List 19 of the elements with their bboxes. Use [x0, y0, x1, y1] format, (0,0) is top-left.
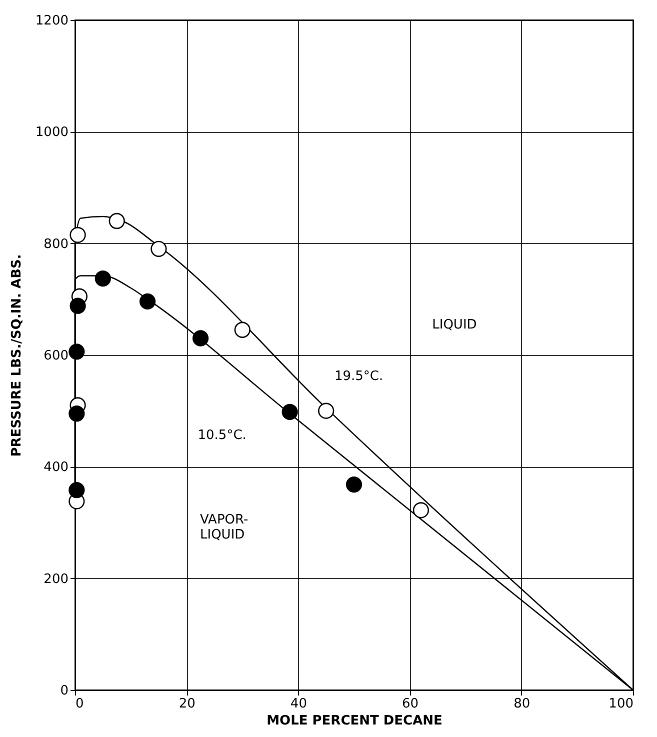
- annotation: 10.5°C.: [198, 428, 246, 443]
- x-tick-label: 60: [402, 696, 419, 712]
- x-tick-label: 0: [76, 696, 84, 712]
- annotation: 19.5°C.: [334, 369, 384, 384]
- y-tick-label: 400: [44, 460, 68, 476]
- x-tick-label: 80: [514, 696, 530, 712]
- y-tick-label: 1200: [35, 14, 68, 28]
- x-tick-label: 20: [178, 696, 196, 712]
- y-tick-label: 0: [60, 684, 68, 698]
- annotation: LIQUID: [432, 317, 477, 332]
- x-tick-label: 40: [290, 696, 307, 712]
- x-axis-title: MOLE PERCENT DECANE: [266, 714, 442, 728]
- y-tick-label: 200: [44, 572, 68, 587]
- y-tick-label: 800: [44, 236, 68, 252]
- y-tick-label: 600: [44, 348, 68, 364]
- y-tick-label: 1000: [35, 125, 68, 140]
- y-axis-title: PRESSURE LBS./SQ.IN. ABS.: [9, 254, 24, 457]
- x-tick-label: 100: [608, 696, 634, 712]
- annotation: VAPOR- LIQUID: [200, 512, 249, 543]
